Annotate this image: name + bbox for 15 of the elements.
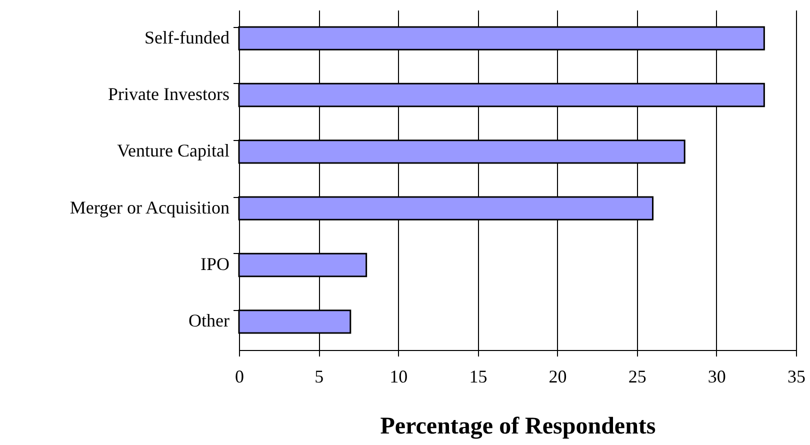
x-tick-label: 15 xyxy=(469,366,488,386)
y-tick-label: Merger or Acquisition xyxy=(70,197,230,218)
y-tick-label: Private Investors xyxy=(108,84,230,104)
x-tick-label: 25 xyxy=(628,366,646,386)
y-tick-label: Venture Capital xyxy=(117,140,230,161)
x-axis-title: Percentage of Respondents xyxy=(380,414,656,440)
x-tick-label: 20 xyxy=(548,366,567,386)
x-tick-label: 35 xyxy=(788,366,806,386)
y-tick-label: Other xyxy=(188,310,230,331)
y-tick-label: Self-funded xyxy=(144,27,230,48)
x-tick-label: 10 xyxy=(390,366,408,386)
x-tick-label: 0 xyxy=(235,366,244,386)
y-tick-label: IPO xyxy=(200,254,230,274)
x-tick-label: 30 xyxy=(708,366,726,386)
x-tick-label: 5 xyxy=(314,366,324,386)
